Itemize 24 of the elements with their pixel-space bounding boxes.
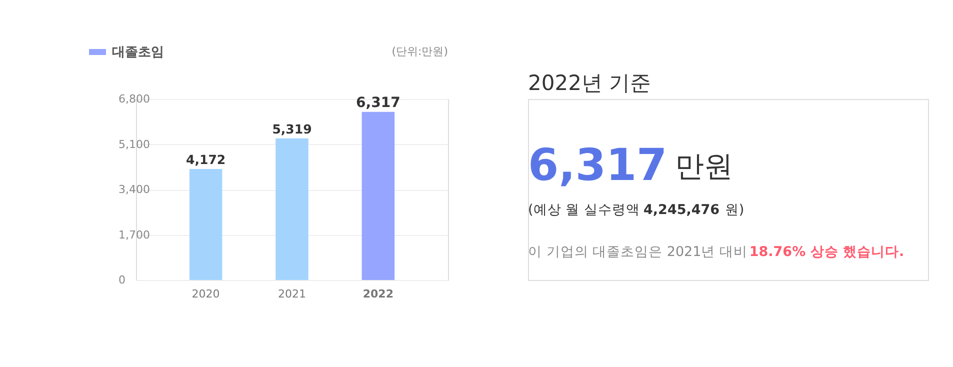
- x-tick-label: 2022: [362, 288, 394, 300]
- text: (단위:만원): [392, 45, 448, 58]
- text: 6,317: [528, 140, 668, 191]
- bar: [276, 138, 308, 280]
- y-tick-label: 6,800: [118, 92, 150, 106]
- text: (예상 월 실수령액: [528, 202, 640, 218]
- legend-label: 대졸초임: [112, 45, 164, 60]
- text: 원): [724, 202, 744, 218]
- text: 이 기업의 대졸초임은 2021년 대비: [528, 244, 748, 260]
- data-label: 6,317: [356, 94, 400, 111]
- text: 2022년 기준: [528, 71, 652, 95]
- y-tick-label: 0: [118, 274, 126, 286]
- y-tick-label: 1,700: [118, 228, 150, 242]
- x-tick-label: 2020: [192, 288, 220, 300]
- x-tick-label: 2021: [278, 288, 306, 300]
- y-tick-label: 3,400: [118, 183, 150, 196]
- bar: [189, 168, 222, 280]
- text: 4,245,476: [644, 202, 720, 218]
- bar: [362, 112, 395, 280]
- text: 만원: [675, 149, 734, 183]
- text: 18.76% 상승 했습니다.: [749, 244, 904, 260]
- data-label: 4,172: [186, 152, 226, 167]
- data-label: 5,319: [272, 121, 312, 136]
- y-tick-label: 5,100: [118, 138, 150, 151]
